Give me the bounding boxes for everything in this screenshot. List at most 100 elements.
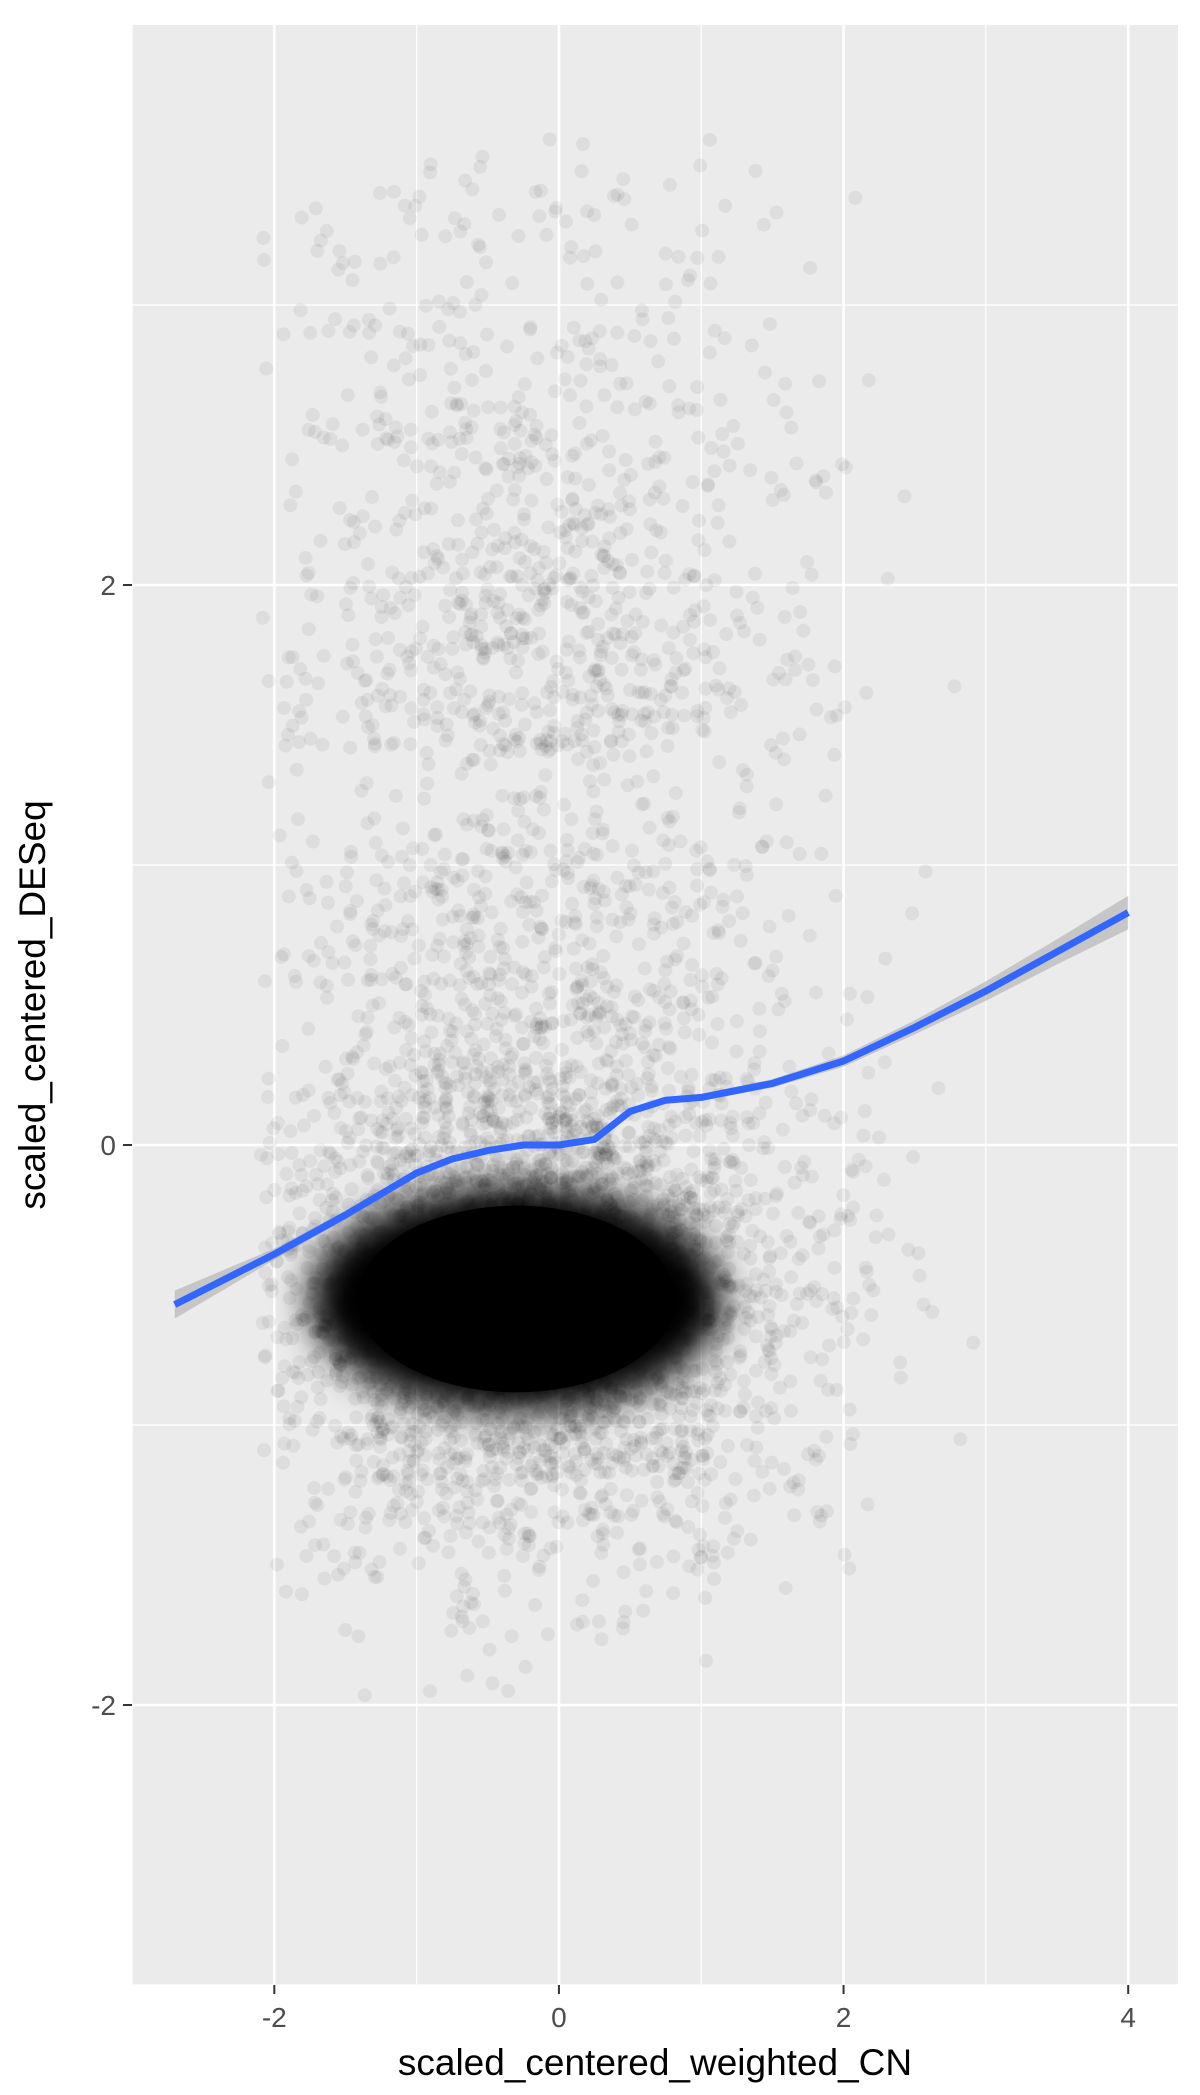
data-point [361, 557, 375, 572]
data-point [748, 164, 763, 178]
data-point [373, 1430, 388, 1445]
data-point [370, 1122, 385, 1136]
data-point [364, 350, 379, 365]
data-point [654, 1398, 668, 1413]
data-point [724, 1280, 739, 1295]
data-point [459, 1176, 474, 1191]
data-point [547, 1451, 562, 1466]
data-point [517, 512, 531, 527]
data-point [691, 513, 706, 528]
data-point [617, 192, 632, 206]
data-point [651, 354, 666, 369]
data-point [812, 1514, 827, 1529]
data-point [737, 1387, 752, 1402]
data-point [536, 583, 551, 597]
data-point [563, 1428, 578, 1443]
data-point [530, 1086, 545, 1101]
data-point [483, 560, 498, 574]
data-point [593, 359, 608, 374]
data-point [791, 1205, 806, 1220]
data-point [404, 1031, 419, 1046]
data-point [684, 1002, 699, 1017]
data-point [312, 1193, 327, 1207]
data-point [655, 1206, 670, 1221]
data-point [766, 1206, 780, 1221]
data-point [330, 1435, 345, 1450]
data-point [721, 1245, 735, 1260]
data-point [550, 1465, 565, 1480]
data-point [449, 1451, 464, 1466]
data-point [509, 1152, 524, 1167]
data-point [569, 1059, 584, 1074]
data-point [653, 1422, 668, 1437]
data-point [694, 1386, 709, 1401]
data-point [570, 855, 585, 869]
data-point [741, 1305, 756, 1320]
data-point [502, 692, 517, 707]
data-point [484, 905, 499, 920]
data-point [619, 900, 634, 915]
data-point [438, 1175, 453, 1190]
data-point [859, 685, 874, 700]
data-point [647, 1121, 662, 1136]
data-point [458, 415, 473, 430]
data-point [343, 1431, 358, 1446]
data-point [690, 862, 705, 876]
data-point [587, 208, 602, 222]
data-point [476, 1037, 491, 1052]
data-point [607, 984, 622, 999]
data-point [684, 1452, 699, 1467]
data-point [710, 515, 725, 530]
data-point [281, 1224, 295, 1239]
data-point [597, 548, 611, 563]
data-point [449, 1069, 464, 1084]
data-point [378, 412, 393, 427]
data-point [580, 517, 595, 532]
data-point [823, 710, 838, 725]
data-point [439, 1076, 454, 1091]
data-point [653, 1144, 668, 1159]
data-point [461, 1505, 476, 1520]
data-point [704, 1398, 719, 1413]
data-point [331, 1567, 345, 1582]
data-point [545, 1456, 560, 1471]
data-point [660, 1061, 675, 1076]
data-point [648, 1048, 663, 1063]
data-point [523, 845, 538, 860]
data-point [585, 331, 600, 346]
data-point [518, 1420, 533, 1435]
data-point [715, 899, 730, 914]
data-point [502, 1088, 517, 1103]
data-point [695, 722, 710, 737]
data-point [468, 1483, 483, 1498]
data-point [757, 1354, 772, 1369]
data-point [658, 1135, 673, 1150]
data-point [539, 1175, 553, 1190]
data-point [511, 1417, 526, 1432]
data-point [389, 1191, 404, 1206]
data-point [607, 1411, 622, 1426]
data-point [337, 1472, 352, 1487]
data-point [673, 834, 688, 849]
data-point [484, 1064, 499, 1078]
data-point [334, 1429, 349, 1444]
data-point [556, 1113, 571, 1128]
data-point [557, 726, 572, 741]
data-point [675, 499, 690, 513]
data-point [566, 320, 581, 335]
data-point [439, 1180, 454, 1195]
data-point [485, 542, 500, 557]
data-point [361, 720, 376, 735]
data-point [332, 1356, 347, 1371]
data-point [819, 485, 833, 500]
data-point [455, 585, 470, 600]
data-point [650, 1475, 665, 1489]
data-point [707, 323, 722, 338]
data-point [729, 1044, 744, 1059]
data-point [811, 1241, 826, 1256]
data-point [524, 969, 539, 984]
data-point [748, 1202, 763, 1217]
data-point [623, 1026, 637, 1041]
data-point [559, 642, 574, 657]
data-point [743, 1313, 758, 1328]
